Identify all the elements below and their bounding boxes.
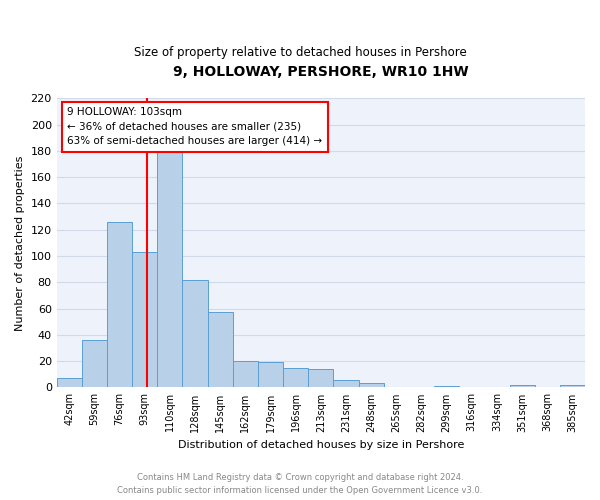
Bar [334,380,359,388]
Bar [560,385,585,388]
Text: Size of property relative to detached houses in Pershore: Size of property relative to detached ho… [134,46,466,59]
Text: 9 HOLLOWAY: 103sqm
← 36% of detached houses are smaller (235)
63% of semi-detach: 9 HOLLOWAY: 103sqm ← 36% of detached hou… [67,107,322,146]
Bar [56,378,82,388]
Bar [82,340,107,388]
Bar [107,222,132,388]
Bar [258,362,283,388]
Bar [157,150,182,388]
Bar [283,368,308,388]
Bar [434,386,459,388]
Title: 9, HOLLOWAY, PERSHORE, WR10 1HW: 9, HOLLOWAY, PERSHORE, WR10 1HW [173,65,469,79]
Bar [509,385,535,388]
X-axis label: Distribution of detached houses by size in Pershore: Distribution of detached houses by size … [178,440,464,450]
Bar [308,369,334,388]
Bar [359,384,384,388]
Bar [132,252,157,388]
Y-axis label: Number of detached properties: Number of detached properties [15,155,25,330]
Text: Contains HM Land Registry data © Crown copyright and database right 2024.
Contai: Contains HM Land Registry data © Crown c… [118,473,482,495]
Bar [182,280,208,388]
Bar [208,312,233,388]
Bar [233,361,258,388]
